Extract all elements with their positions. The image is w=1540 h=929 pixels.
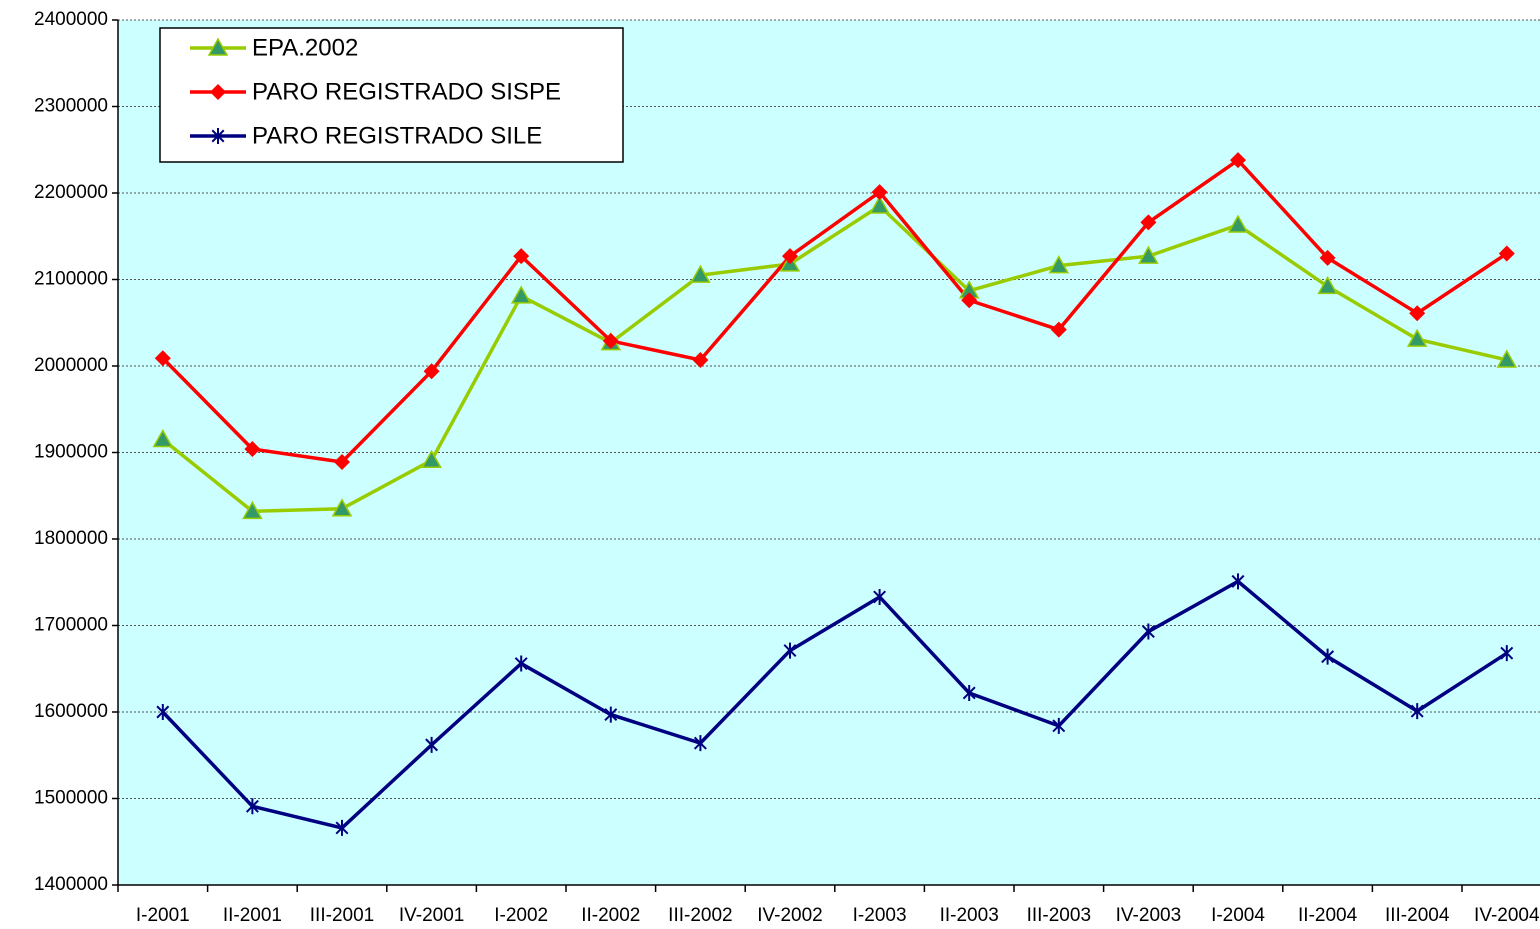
y-tick-label: 1700000 [34, 615, 108, 636]
x-tick-label: II-2001 [223, 905, 282, 926]
point-marker [783, 642, 797, 659]
x-tick-label: II-2004 [1298, 905, 1358, 926]
y-tick-label: 2200000 [34, 182, 108, 203]
y-tick-label: 1900000 [34, 442, 108, 463]
point-marker [873, 588, 887, 605]
point-marker [692, 351, 709, 368]
point-marker [1498, 245, 1515, 262]
legend-box [159, 27, 624, 163]
point-marker [1230, 152, 1246, 169]
x-tick-label: III-2002 [668, 905, 732, 926]
point-marker [1231, 573, 1245, 590]
point-marker [510, 285, 532, 304]
point-marker [693, 735, 707, 752]
point-marker [1141, 623, 1155, 640]
point-marker [961, 292, 978, 309]
point-marker [1140, 214, 1157, 231]
point-marker [690, 264, 711, 283]
x-tick-label: III-2001 [310, 905, 374, 926]
legend-marker [210, 84, 226, 100]
x-tick-label: I-2004 [1211, 905, 1265, 926]
point-marker [152, 428, 174, 448]
x-tick-label: I-2001 [136, 905, 190, 926]
point-marker [1321, 648, 1335, 665]
y-tick-label: 1800000 [34, 528, 108, 549]
x-tick-label: I-2002 [494, 905, 548, 926]
point-marker [335, 819, 349, 836]
x-tick-label: II-2002 [581, 905, 640, 926]
point-marker [871, 184, 888, 201]
legend-label: EPA.2002 [252, 34, 358, 61]
point-marker [962, 684, 976, 701]
point-marker [1052, 717, 1066, 734]
x-tick-label: IV-2004 [1474, 905, 1540, 926]
x-tick-label: II-2003 [940, 905, 999, 926]
point-marker [1319, 249, 1336, 266]
point-marker [1409, 305, 1426, 322]
x-tick-label: IV-2001 [399, 905, 465, 926]
point-marker [423, 363, 440, 380]
point-marker [334, 454, 350, 471]
point-marker [1406, 328, 1428, 347]
point-marker [421, 449, 442, 469]
point-marker [602, 332, 619, 349]
point-marker [604, 706, 618, 723]
x-tick-label: IV-2002 [757, 905, 823, 926]
x-tick-label: I-2003 [853, 905, 907, 926]
point-marker [154, 350, 171, 367]
point-marker [514, 655, 528, 672]
legend-marker [211, 128, 225, 144]
series-line [161, 579, 1508, 830]
point-marker [331, 498, 353, 517]
x-tick-label: III-2003 [1027, 905, 1091, 926]
y-tick-label: 2000000 [34, 355, 108, 376]
y-tick-label: 2300000 [34, 96, 108, 117]
y-tick-label: 1600000 [34, 701, 108, 722]
point-marker [513, 248, 530, 265]
y-tick-label: 1500000 [34, 788, 108, 809]
legend-label: PARO REGISTRADO SILE [252, 122, 542, 149]
legend-label: PARO REGISTRADO SISPE [252, 78, 561, 105]
point-marker [1496, 349, 1518, 368]
y-tick-label: 2100000 [34, 269, 108, 290]
x-tick-label: III-2004 [1385, 905, 1450, 926]
y-tick-label: 1400000 [34, 874, 108, 895]
point-marker [782, 248, 798, 265]
point-marker [869, 195, 890, 214]
point-marker [1048, 255, 1070, 274]
series-line [161, 203, 1508, 514]
point-marker [1227, 214, 1249, 233]
point-marker [425, 736, 439, 753]
point-marker [245, 798, 259, 815]
series-line [161, 157, 1508, 464]
point-marker [1500, 645, 1514, 662]
point-marker [1410, 703, 1424, 720]
point-marker [1138, 245, 1159, 264]
point-marker [244, 441, 261, 458]
point-marker [156, 704, 170, 720]
point-marker [1317, 275, 1338, 295]
legend-marker [207, 37, 229, 56]
point-marker [1050, 321, 1067, 338]
x-tick-label: IV-2003 [1116, 905, 1182, 926]
y-tick-label: 2400000 [34, 9, 108, 30]
point-marker [242, 500, 263, 520]
